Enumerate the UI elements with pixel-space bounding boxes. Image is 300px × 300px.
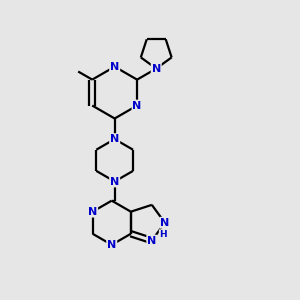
Text: N: N xyxy=(133,100,142,110)
Text: N: N xyxy=(160,218,170,228)
Text: N: N xyxy=(110,176,119,187)
Text: N: N xyxy=(110,134,119,144)
Text: N: N xyxy=(107,240,116,250)
Text: N: N xyxy=(152,64,161,74)
Text: H: H xyxy=(160,230,167,239)
Text: N: N xyxy=(88,207,97,217)
Text: N: N xyxy=(147,236,157,246)
Text: N: N xyxy=(110,62,119,72)
